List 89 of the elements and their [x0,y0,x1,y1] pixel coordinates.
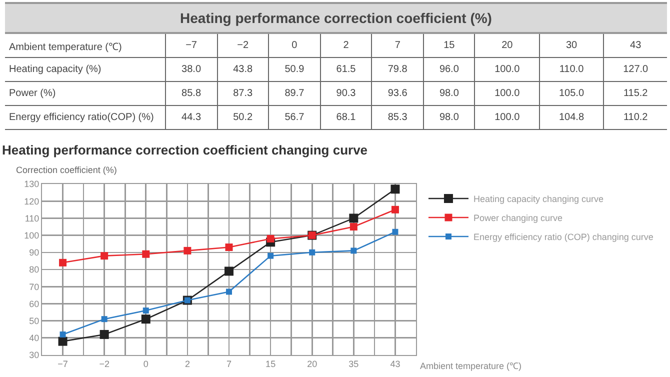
point [100,330,109,339]
point [349,214,358,223]
text: 105.0 [558,88,584,99]
x-tick-label: 43 [390,358,400,369]
category-label: 43 [604,33,667,58]
text: 56.7 [284,112,304,123]
text: 96.0 [439,64,459,75]
x-axis-title: Ambient temperature (℃) [420,361,522,371]
point [225,244,233,252]
text: 61.5 [336,64,356,75]
text: 43.8 [233,64,253,75]
x-tick-label: 35 [348,358,359,369]
point [392,228,398,235]
legend-label: Power changing curve [473,213,563,224]
point [101,316,108,322]
text: 100.0 [494,88,520,99]
x-tick-label: −2 [99,358,110,369]
category-label: 0 [268,33,320,58]
point [390,184,400,194]
text: 50.2 [233,112,253,123]
x-tick-label: 20 [307,358,318,369]
y-tick-label: 40 [29,333,40,344]
text: 110.2 [623,112,648,123]
text: 100.0 [494,112,520,123]
chart-title: Heating performance correction coefficient (%) [180,10,492,26]
point [60,331,66,338]
y-tick-label: 120 [24,196,40,206]
point [309,249,316,256]
point [142,250,150,258]
text: 50.9 [284,64,304,75]
y-tick-label: 130 [24,179,40,190]
point [224,266,234,276]
y-tick-label: 80 [29,264,40,275]
point [141,314,150,324]
category-label: 7 [372,33,424,58]
text: 44.3 [182,112,202,123]
text: 68.1 [336,112,356,123]
text: 89.7 [284,88,304,99]
x-tick-label: 15 [266,358,276,369]
category-label: Energy efficiency ratio(COP) (%) [9,112,154,123]
category-label: 15 [423,33,475,58]
point [184,246,192,254]
y-tick-label: 90 [29,248,40,258]
category-label: 2 [320,33,372,58]
legend-label: Energy efficiency ratio (COP) changing curve [473,232,654,242]
text: 98.0 [439,88,459,99]
point [350,223,358,230]
y-tick-label: 60 [29,298,40,309]
y-tick-label: 100 [24,230,40,240]
category-label: 20 [474,33,540,58]
point [266,234,274,242]
text: 85.8 [182,88,202,99]
category-label: Power (%) [9,88,56,99]
legend-label: Heating capacity changing curve [473,194,604,204]
text: 38.0 [182,64,202,75]
chart-title: Heating performance correction coefficient changing curve [2,142,368,158]
x-tick-label: 0 [143,358,148,369]
x-tick-label: 2 [184,358,190,369]
text: 85.3 [388,112,408,123]
text: 115.2 [623,88,648,99]
text: 90.3 [336,88,356,99]
text: 104.8 [558,112,584,123]
category-label: Heating capacity (%) [9,64,102,75]
category-label: −7 [166,33,218,58]
point [100,252,108,260]
y-tick-label: 70 [29,282,40,292]
text: 87.3 [233,88,253,99]
x-tick-label: −7 [58,358,68,369]
y-axis-title: Correction coefficient (%) [16,165,117,175]
text: Ambient temperature (℃) [9,42,122,52]
point [58,336,68,346]
point [59,258,67,266]
point [350,248,357,254]
point [391,206,399,214]
y-tick-label: 110 [24,213,40,224]
text: 127.0 [623,64,648,75]
y-tick-label: 30 [29,350,40,360]
point [268,252,274,259]
text: 98.0 [439,112,459,123]
point [142,308,149,314]
y-tick-label: 50 [29,316,40,326]
text: 100.0 [494,64,520,75]
text: 79.8 [388,64,408,75]
category-label: −2 [217,33,269,58]
category-label: 30 [539,33,604,58]
text: 110.0 [559,64,584,75]
point [226,288,232,295]
x-tick-label: 7 [226,358,232,369]
text: 93.6 [388,88,408,99]
